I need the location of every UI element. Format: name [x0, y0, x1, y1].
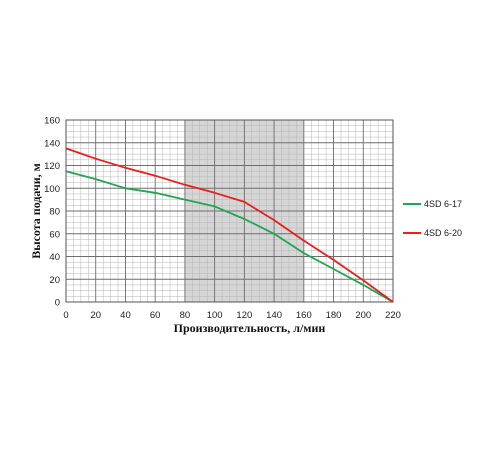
legend-label-1: 4SD 6-17: [424, 199, 462, 209]
x-tick-label: 200: [355, 310, 371, 321]
x-axis-ticks: 0 20 40 60 80 100 120 140 160 180 200 220: [63, 310, 401, 321]
series-line-1: [65, 170, 394, 303]
series-line-2: [65, 147, 394, 303]
x-tick-label: 80: [180, 310, 191, 321]
x-tick-label: 20: [90, 310, 101, 321]
x-tick-label: 160: [296, 310, 312, 321]
x-tick-label: 40: [120, 310, 131, 321]
y-tick-label: 140: [44, 138, 60, 149]
y-axis-title: Высота подачи, м: [29, 163, 43, 259]
major-grid: [65, 119, 394, 303]
x-tick-label: 140: [266, 310, 282, 321]
x-tick-label: 120: [236, 310, 252, 321]
x-axis-title: Производительность, л/мин: [174, 321, 326, 335]
y-tick-label: 20: [49, 275, 60, 286]
x-tick-label: 180: [326, 310, 342, 321]
series-lines: [65, 147, 394, 303]
y-tick-label: 40: [49, 252, 60, 263]
legend: 4SD 6-17 4SD 6-20: [403, 199, 462, 238]
x-tick-label: 100: [207, 310, 223, 321]
x-tick-label: 220: [385, 310, 401, 321]
x-tick-label: 0: [63, 310, 68, 321]
x-tick-label: 60: [150, 310, 161, 321]
y-tick-label: 0: [55, 298, 60, 309]
legend-label-2: 4SD 6-20: [424, 228, 462, 238]
plot-border: [65, 119, 394, 303]
y-tick-label: 160: [44, 116, 60, 127]
y-tick-label: 120: [44, 161, 60, 172]
y-tick-label: 100: [44, 184, 60, 195]
y-axis-ticks: 0 20 40 60 80 100 120 140 160: [44, 116, 60, 309]
y-tick-label: 80: [49, 207, 60, 218]
y-tick-label: 60: [49, 229, 60, 240]
